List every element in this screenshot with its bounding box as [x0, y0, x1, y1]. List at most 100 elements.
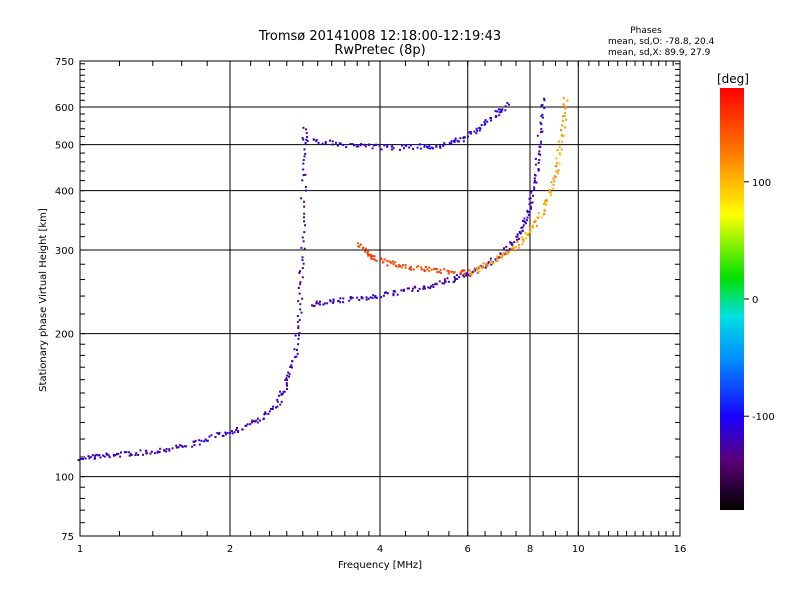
data-point: [145, 452, 148, 455]
data-point: [193, 444, 196, 447]
data-point: [302, 216, 305, 219]
data-point: [272, 405, 275, 408]
data-point: [141, 453, 144, 456]
data-point: [454, 277, 457, 280]
x-axis-label: Frequency [MHz]: [338, 560, 422, 571]
data-point: [525, 237, 528, 240]
data-point: [463, 272, 466, 275]
data-point: [521, 229, 524, 232]
data-point: [304, 185, 307, 188]
data-point: [543, 99, 546, 102]
data-point: [300, 197, 303, 200]
data-point: [560, 129, 563, 132]
data-point: [524, 222, 527, 225]
data-point: [541, 130, 544, 133]
data-point: [183, 445, 186, 448]
data-point: [550, 194, 553, 197]
data-point: [529, 206, 532, 209]
data-point: [499, 111, 502, 114]
data-point: [522, 224, 525, 227]
data-point: [476, 268, 479, 271]
data-point: [357, 145, 360, 148]
chart-title: Tromsø 20141008 12:18:00-12:19:43: [258, 29, 501, 44]
data-point: [531, 226, 534, 229]
data-point: [235, 426, 238, 429]
data-point: [552, 183, 555, 186]
y-tick-label: 400: [55, 187, 74, 198]
data-point: [420, 266, 423, 269]
data-point: [554, 176, 557, 179]
data-point: [397, 263, 400, 266]
x-tick-label: 1: [77, 544, 83, 555]
data-point: [490, 117, 493, 120]
data-point: [301, 179, 304, 182]
data-point: [149, 452, 152, 455]
data-point: [500, 110, 503, 113]
data-point: [510, 247, 513, 250]
data-point: [466, 274, 469, 277]
data-point: [398, 148, 401, 151]
data-point: [507, 251, 510, 254]
data-point: [156, 450, 159, 453]
data-point: [511, 243, 514, 246]
data-point: [511, 245, 514, 248]
data-point: [406, 287, 409, 290]
data-point: [543, 212, 546, 215]
data-point: [351, 296, 354, 299]
data-point: [383, 144, 386, 147]
data-point: [378, 144, 381, 147]
data-point: [452, 139, 455, 142]
data-point: [469, 132, 472, 135]
data-point: [497, 108, 500, 111]
data-point: [443, 282, 446, 285]
data-point: [475, 127, 478, 130]
data-point: [462, 274, 465, 277]
data-point: [535, 225, 538, 228]
data-point: [194, 439, 197, 442]
data-point: [230, 430, 233, 433]
data-point: [407, 287, 410, 290]
data-point: [290, 364, 293, 367]
data-point: [88, 457, 91, 460]
data-point: [374, 296, 377, 299]
data-point: [537, 152, 540, 155]
data-point: [369, 296, 372, 299]
data-point: [375, 296, 378, 299]
data-point: [555, 161, 558, 164]
data-point: [404, 264, 407, 267]
data-point: [557, 172, 560, 175]
data-point: [523, 217, 526, 220]
data-point: [446, 269, 449, 272]
data-point: [339, 142, 342, 145]
data-point: [392, 290, 395, 293]
data-point: [523, 220, 526, 223]
data-point: [400, 266, 403, 269]
data-point: [302, 174, 305, 177]
data-point: [318, 300, 321, 303]
data-point: [301, 236, 304, 239]
data-point: [205, 439, 208, 442]
data-point: [99, 456, 102, 459]
data-point: [498, 114, 501, 117]
data-point: [305, 132, 308, 135]
data-point: [304, 141, 307, 144]
data-point: [392, 147, 395, 150]
data-point: [285, 377, 288, 380]
data-point: [464, 274, 467, 277]
data-point: [494, 115, 497, 118]
data-point: [500, 254, 503, 257]
data-point: [428, 144, 431, 147]
data-point: [533, 181, 536, 184]
data-point: [370, 257, 373, 260]
data-point: [482, 262, 485, 265]
y-axis-label: Stationary phase Virtual Height [km]: [38, 208, 49, 392]
data-point: [297, 337, 300, 340]
data-point: [175, 446, 178, 449]
data-point: [564, 106, 567, 109]
data-point: [450, 270, 453, 273]
data-point: [459, 271, 462, 274]
data-point: [455, 274, 458, 277]
data-point: [526, 216, 529, 219]
data-point: [409, 268, 412, 271]
data-point: [271, 407, 274, 410]
